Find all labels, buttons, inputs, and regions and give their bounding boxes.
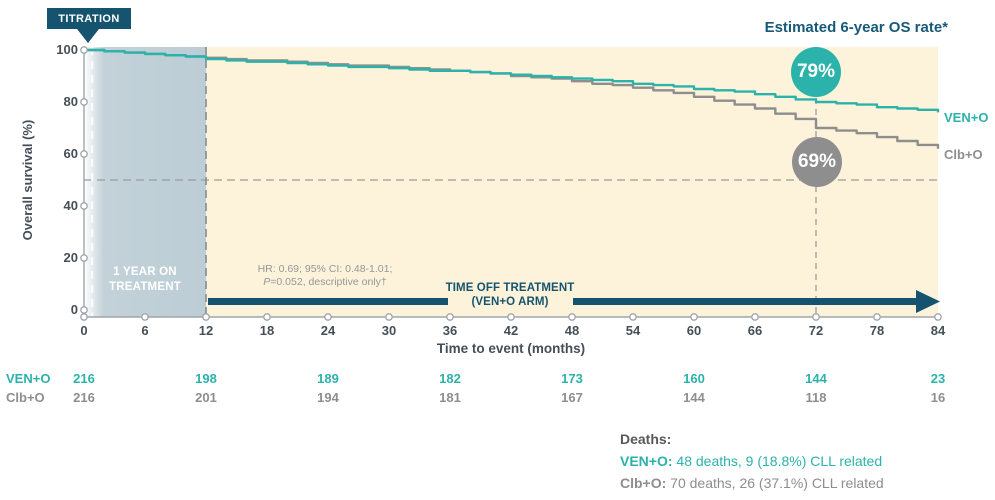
x-tick-marker [812,313,820,321]
one-year-on-treatment-label: 1 YEAR ON TREATMENT [109,266,181,293]
at-risk-count: 189 [317,371,339,386]
y-tick-marker [80,202,88,210]
x-tick-marker [629,313,637,321]
at-risk-count: 216 [73,371,95,386]
x-tick-marker [446,313,454,321]
x-tick-label: 36 [442,323,458,338]
deaths-line-clbo: Clb+O: 70 deaths, 26 (37.1%) CLL related [620,475,884,491]
at-risk-count: 16 [930,390,946,405]
x-tick-label: 54 [625,323,641,338]
titration-callout: TITRATION [47,8,131,29]
y-tick-marker [80,46,88,54]
one-year-treatment-shaded-region [84,47,206,317]
arrow-head-icon [916,290,940,313]
x-tick-marker [141,313,149,321]
clbo-curve-label: Clb+O [944,147,983,162]
plot-background [84,47,938,317]
at-risk-count: 201 [195,390,217,405]
x-tick-marker [751,313,759,321]
x-tick-label: 6 [141,323,149,338]
at-risk-count: 118 [805,390,827,405]
at-risk-count: 23 [930,371,946,386]
x-tick-label: 42 [503,323,519,338]
at-risk-count: 216 [73,390,95,405]
at-risk-row-label-clbo: Clb+O [6,390,45,405]
at-risk-count: 144 [683,390,705,405]
x-tick-label: 84 [930,323,946,338]
y-tick-label: 80 [63,94,78,109]
y-tick-marker [80,306,88,314]
x-tick-label: 48 [564,323,580,338]
x-tick-marker [507,313,515,321]
time-off-treatment-arrow-bar [573,298,916,305]
x-tick-marker [263,313,271,321]
y-tick-label: 100 [56,42,78,57]
x-axis-title: Time to event (months) [436,341,586,356]
y-tick-marker [80,254,88,262]
at-risk-count: 181 [439,390,461,405]
at-risk-count: 167 [561,390,583,405]
deaths-heading: Deaths: [620,431,672,447]
x-tick-marker [690,313,698,321]
y-tick-marker [80,150,88,158]
x-tick-marker [324,313,332,321]
x-tick-marker [385,313,393,321]
y-tick-label: 60 [63,146,78,161]
x-tick-label: 60 [686,323,702,338]
x-tick-label: 18 [259,323,275,338]
y-tick-label: 20 [63,250,78,265]
at-risk-count: 160 [683,371,705,386]
clbo-os-rate-badge: 69% [792,137,842,187]
veno-curve-label: VEN+O [944,110,989,125]
chart-title: Estimated 6-year OS rate* [764,19,948,36]
x-tick-label: 24 [320,323,336,338]
at-risk-count: 182 [439,371,461,386]
x-tick-marker [80,313,88,321]
at-risk-count: 144 [805,371,827,386]
x-tick-marker [934,313,942,321]
x-tick-label: 30 [381,323,397,338]
time-off-treatment-arrow-bar [208,298,448,305]
x-tick-label: 72 [808,323,824,338]
titration-label: TITRATION [58,12,120,25]
at-risk-count: 173 [561,371,583,386]
hazard-ratio-note: HR: 0.69; 95% CI: 0.48-1.01; P=0.052, de… [257,263,393,288]
at-risk-row-label-veno: VEN+O [6,371,51,386]
survival-curve-veno [84,48,940,113]
y-tick-label: 40 [63,198,78,213]
x-tick-marker [873,313,881,321]
x-tick-marker [568,313,576,321]
y-tick-marker [80,98,88,106]
deaths-line-veno: VEN+O: 48 deaths, 9 (18.8%) CLL related [620,453,883,469]
y-axis-title: Overall survival (%) [20,119,35,241]
y-tick-label: 0 [70,302,78,317]
at-risk-count: 198 [195,371,217,386]
x-tick-label: 0 [80,323,88,338]
x-tick-label: 12 [198,323,214,338]
x-tick-label: 66 [747,323,763,338]
at-risk-count: 194 [317,390,339,405]
x-tick-marker [202,313,210,321]
titration-pointer-icon [77,29,99,43]
x-tick-label: 78 [869,323,885,338]
veno-os-rate-badge: 79% [791,47,841,97]
time-off-treatment-label: TIME OFF TREATMENT (VEN+O ARM) [445,282,575,308]
